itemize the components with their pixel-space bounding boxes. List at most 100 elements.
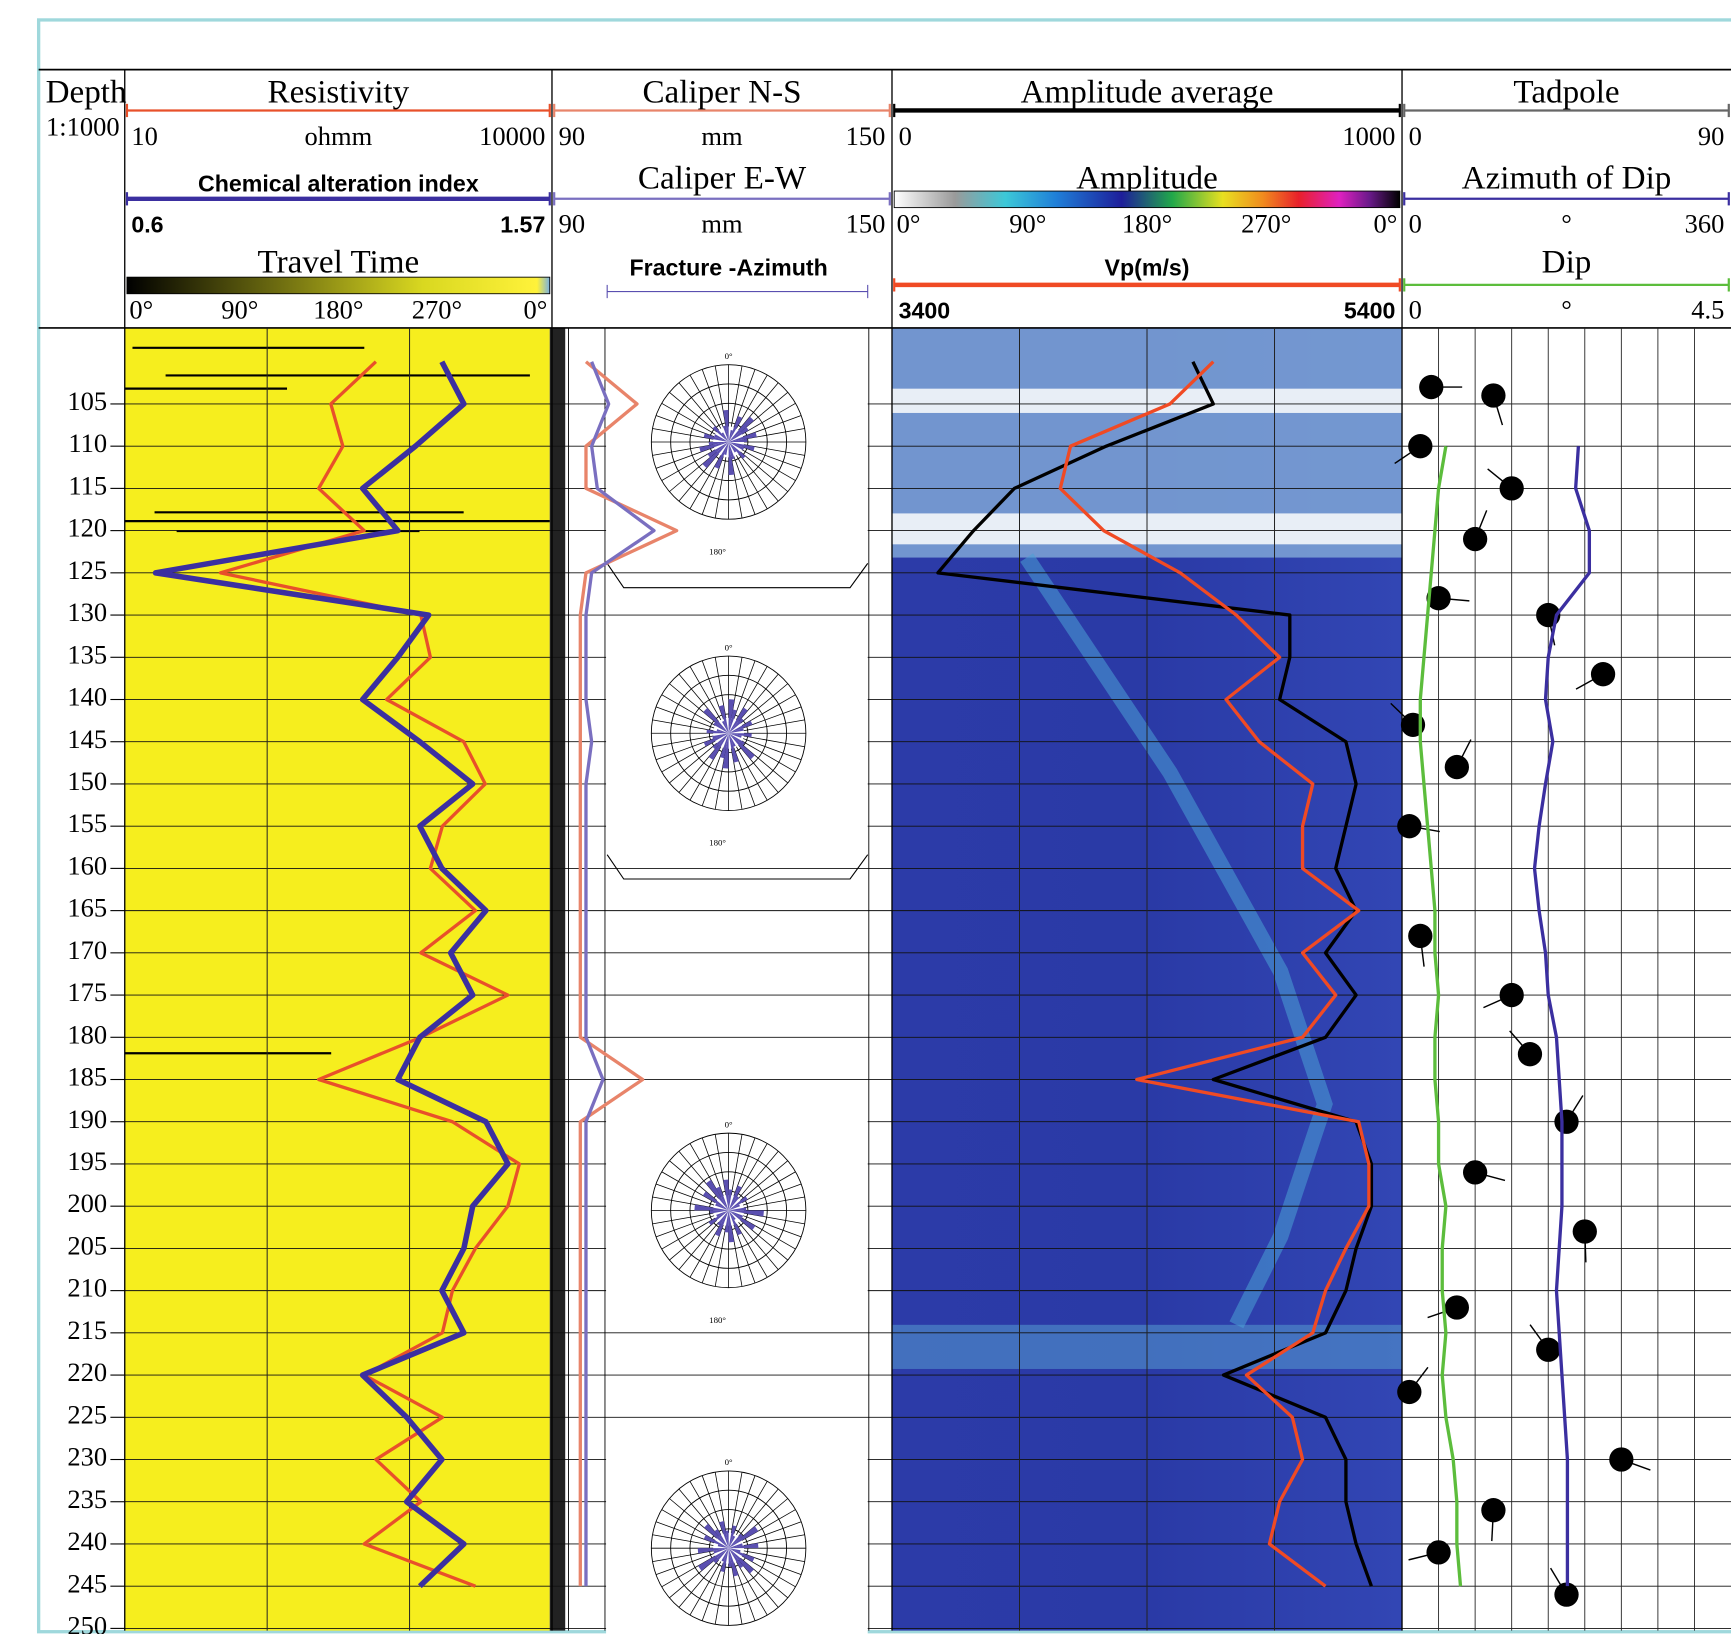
rose-spoke <box>743 428 805 440</box>
header-title: Fracture -Azimuth <box>629 255 827 281</box>
rose-petal <box>702 1191 729 1211</box>
log-curve <box>1418 445 1463 1587</box>
rose-south: 180° <box>709 838 726 848</box>
depth-tick-label: 180 <box>67 1019 107 1049</box>
rose-spoke <box>736 746 768 801</box>
rose-spoke <box>678 1221 719 1270</box>
tadpole <box>1536 1337 1561 1362</box>
rose-spoke <box>741 694 796 726</box>
rose-petal <box>713 721 729 734</box>
rose-petal <box>728 441 737 453</box>
rose-petal <box>728 707 748 734</box>
colorbar-tick-label: 270° <box>1241 208 1291 238</box>
scale-min: 3400 <box>899 298 951 324</box>
tadpole <box>1554 1582 1579 1607</box>
rose-north: 0° <box>725 1457 733 1467</box>
rose-spoke <box>733 456 756 515</box>
rose-spoke <box>741 402 796 435</box>
scale-unit: mm <box>701 208 743 238</box>
rose-spoke <box>678 744 719 793</box>
rose-spoke <box>740 451 789 492</box>
rose-spoke <box>738 453 779 502</box>
rose-petal <box>728 1548 741 1553</box>
rose-petal <box>728 1548 754 1574</box>
colorbar-tick-label: 0° <box>129 295 153 325</box>
rose-spoke <box>689 1481 722 1535</box>
tadpole <box>1499 476 1524 501</box>
colorbar-tick-label: 0° <box>523 295 547 325</box>
tadpole <box>1462 1160 1488 1185</box>
tadpole <box>1554 1109 1579 1134</box>
tadpole <box>1408 923 1433 949</box>
rose-petal <box>728 441 746 459</box>
depth-tick-label: 105 <box>67 386 107 416</box>
tadpole <box>1481 1498 1506 1523</box>
rose-spoke <box>733 1562 756 1621</box>
rose-spoke <box>661 1171 716 1204</box>
rose-ring <box>650 1470 807 1626</box>
rose-spoke <box>741 449 796 481</box>
tadpole <box>1462 526 1488 552</box>
rose-spoke <box>678 1488 719 1537</box>
rose-spoke <box>733 660 756 719</box>
rose-petal <box>697 1548 729 1554</box>
rose-spoke <box>740 1498 789 1539</box>
rose-spoke <box>652 1534 714 1546</box>
rose-spoke <box>743 738 802 761</box>
rose-petal <box>723 409 729 442</box>
rose-spoke <box>701 1137 724 1197</box>
scale-min: 0 <box>899 121 912 151</box>
rose-spoke <box>741 1171 796 1204</box>
rose-ring <box>650 364 807 520</box>
rose-petal <box>694 1204 729 1211</box>
rose-petal <box>728 709 737 734</box>
rose-petal <box>703 733 729 747</box>
depth-tick-label: 225 <box>67 1399 107 1429</box>
rose-spoke <box>689 374 722 429</box>
rose-petal <box>714 434 729 442</box>
rose-petal <box>728 733 739 763</box>
tadpole <box>1408 434 1433 459</box>
tadpole <box>1419 374 1444 400</box>
rose-petal <box>724 441 729 455</box>
rose-petal <box>728 733 736 747</box>
header-title: Amplitude average <box>1021 74 1274 111</box>
rose-petal <box>716 729 729 734</box>
rose-spoke <box>740 1220 789 1261</box>
rose-spoke <box>736 374 768 429</box>
rose-petal <box>698 1548 729 1571</box>
rose-spoke <box>743 706 802 729</box>
rose-spoke <box>689 1561 722 1616</box>
rose-petal <box>703 707 729 734</box>
rose-petal <box>728 733 742 738</box>
rose-spoke <box>743 735 805 748</box>
depth-tick-label: 175 <box>67 977 107 1007</box>
rose-spoke <box>736 1143 768 1198</box>
rose-petal <box>728 1525 737 1549</box>
rose-spoke <box>714 457 727 519</box>
rose-petal <box>703 433 729 442</box>
rose-spoke <box>652 1212 714 1225</box>
rose-petal <box>728 699 735 734</box>
scale-min: 90 <box>559 121 585 151</box>
tadpole <box>1499 982 1524 1008</box>
rose-spoke <box>743 415 802 438</box>
rose-spoke <box>669 742 718 784</box>
depth-tick-label: 155 <box>67 808 107 838</box>
colorbar-tick-label: 90° <box>221 295 258 325</box>
rose-spoke <box>652 428 714 440</box>
rose-petal <box>699 441 729 453</box>
rose-spoke <box>669 683 718 724</box>
rose-petal <box>728 1185 742 1211</box>
rose-petal <box>708 441 729 446</box>
colorbar-tick-label: 90° <box>1009 208 1046 238</box>
rose-petal <box>728 1207 747 1211</box>
rose-petal <box>728 1548 755 1562</box>
depth-tick-label: 130 <box>67 597 107 627</box>
rose-petal <box>728 1543 759 1549</box>
rose-spoke <box>661 1555 716 1588</box>
rose-spoke <box>733 1224 756 1284</box>
rose-spoke <box>730 1472 743 1534</box>
rose-petal <box>728 429 733 442</box>
